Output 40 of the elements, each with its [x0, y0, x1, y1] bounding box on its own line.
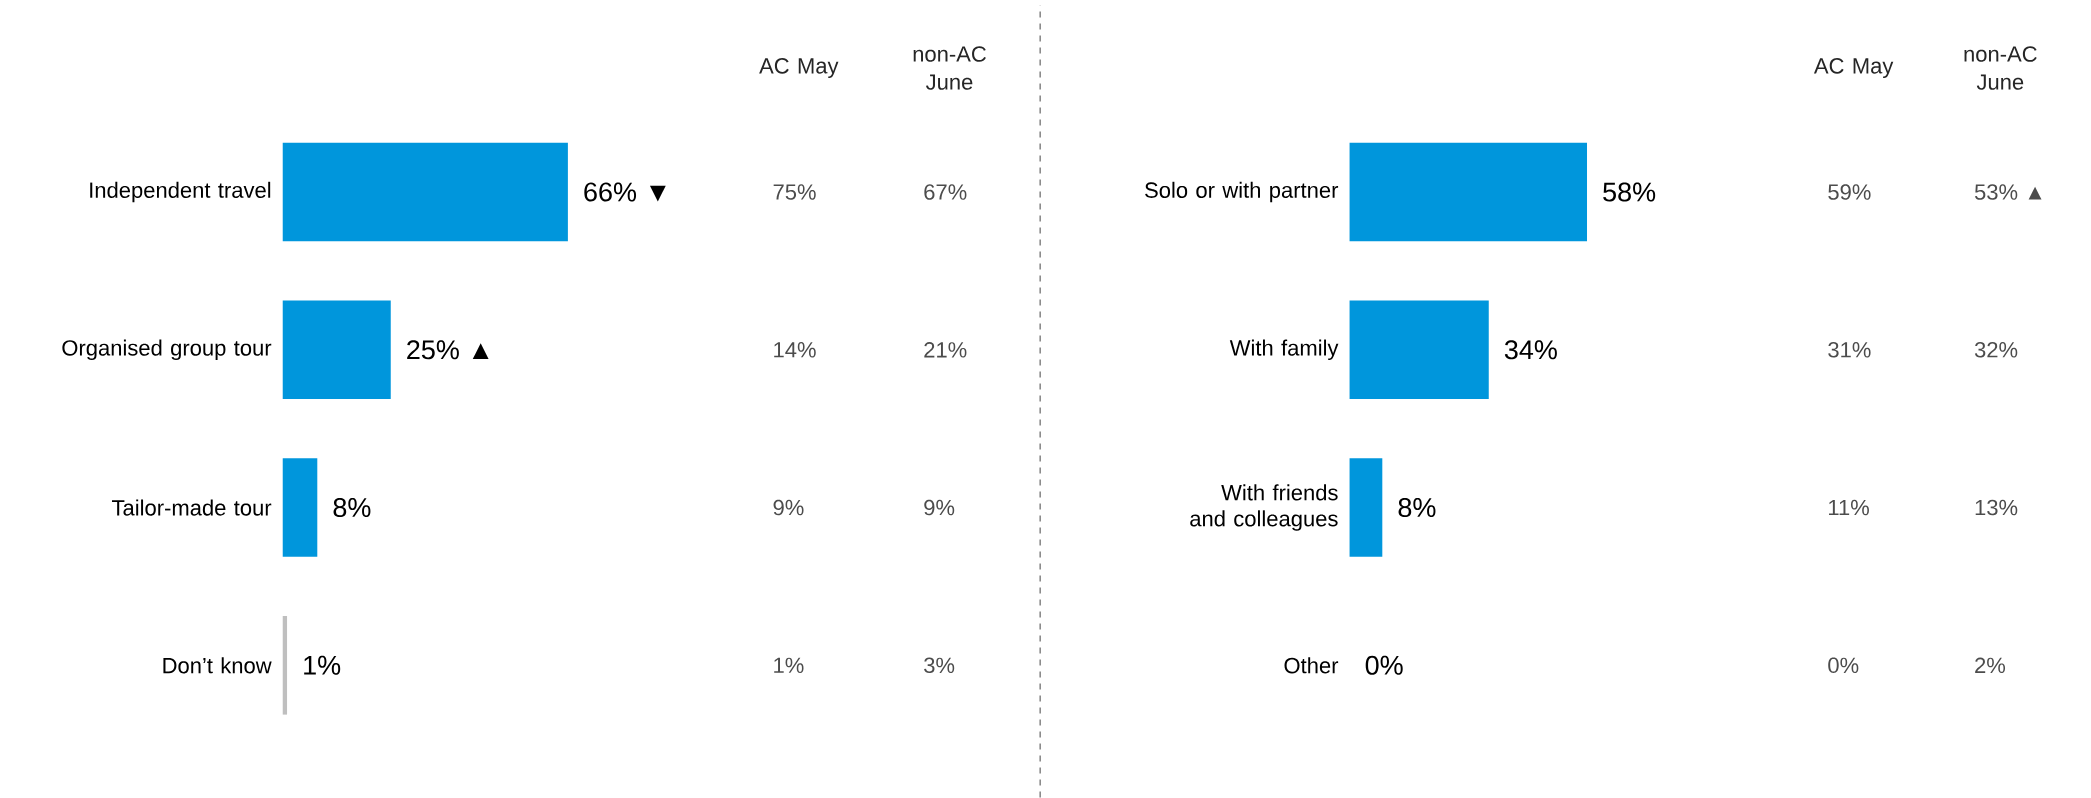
text: 53% ▲ — [1974, 184, 2042, 200]
y-tick-label: Independent travel — [90, 181, 271, 203]
text: 59% — [1828, 184, 1871, 200]
y-tick-label: Organised group tour — [62, 339, 272, 360]
bar — [282, 458, 318, 557]
text: 31% — [1828, 341, 1871, 358]
text: 0% — [1828, 657, 1859, 673]
text: 14% — [774, 341, 816, 358]
text: 75% — [773, 184, 816, 200]
data-label: 58% — [1603, 182, 1656, 202]
y-tick-label: With family — [1229, 339, 1339, 360]
data-label: 66% ▼ — [584, 182, 666, 202]
data-label: 1% — [304, 655, 341, 675]
bar — [282, 300, 391, 399]
y-tick-label: Don’t know — [163, 657, 272, 674]
y-tick-label: With friends and colleagues — [1190, 484, 1338, 531]
text: AC May — [1813, 57, 1894, 78]
data-label: 34% — [1504, 340, 1557, 360]
data-label: 0% — [1365, 655, 1403, 675]
text: non-AC June — [913, 46, 986, 90]
data-label: 25% ▲ — [407, 340, 489, 360]
text: 67% — [924, 184, 967, 200]
text: 11% — [1829, 499, 1869, 516]
bar — [282, 615, 288, 715]
text: 13% — [1975, 499, 2018, 516]
y-tick-label: Other — [1284, 657, 1339, 674]
text: 2% — [1975, 657, 2006, 673]
text: 3% — [924, 657, 955, 673]
text: 21% — [924, 341, 967, 358]
data-label: 8% — [333, 497, 371, 517]
bar — [282, 142, 568, 242]
text: AC May — [759, 57, 839, 78]
y-tick-label: Solo or with partner — [1145, 181, 1339, 203]
text: 32% — [1974, 341, 2018, 358]
y-tick-label: Tailor-made tour — [111, 499, 272, 516]
data-label: 8% — [1398, 497, 1436, 517]
text: non-AC June — [1964, 46, 2037, 90]
text: 9% — [924, 499, 955, 516]
text: 9% — [773, 499, 804, 516]
text: 1% — [774, 657, 804, 673]
